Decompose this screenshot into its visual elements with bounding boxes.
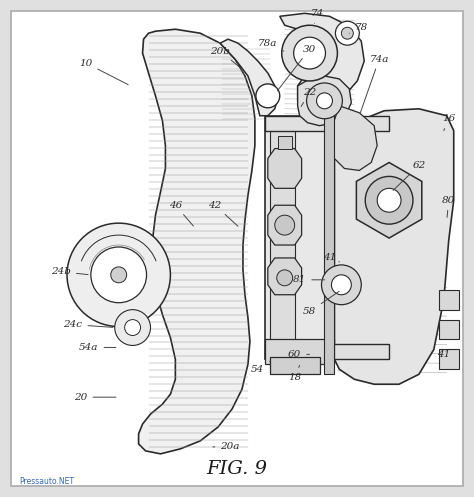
- Text: 81: 81: [293, 275, 325, 284]
- Text: 80: 80: [442, 196, 456, 217]
- Text: 54: 54: [251, 361, 270, 374]
- Text: 24c: 24c: [64, 320, 113, 329]
- Polygon shape: [335, 109, 454, 384]
- Text: 41: 41: [323, 253, 339, 262]
- Polygon shape: [325, 111, 335, 374]
- Text: 24b: 24b: [51, 267, 88, 276]
- Text: 18: 18: [288, 365, 301, 382]
- Polygon shape: [280, 13, 364, 111]
- Text: 30: 30: [277, 45, 316, 90]
- Text: Pressauto.NET: Pressauto.NET: [19, 477, 74, 486]
- Text: 20b: 20b: [210, 47, 240, 67]
- Text: 10: 10: [79, 59, 128, 84]
- Text: 78a: 78a: [258, 39, 284, 51]
- Polygon shape: [270, 121, 295, 354]
- Circle shape: [91, 247, 146, 303]
- FancyBboxPatch shape: [11, 11, 463, 486]
- Circle shape: [331, 275, 351, 295]
- Circle shape: [365, 176, 413, 224]
- Polygon shape: [220, 39, 278, 116]
- Circle shape: [256, 84, 280, 108]
- Circle shape: [67, 223, 170, 327]
- Text: 74a: 74a: [360, 55, 389, 113]
- Text: 46: 46: [169, 201, 193, 226]
- Text: 42: 42: [209, 201, 238, 226]
- Text: 62: 62: [393, 161, 426, 190]
- Text: 54a: 54a: [79, 343, 116, 352]
- Polygon shape: [329, 106, 377, 170]
- Polygon shape: [270, 357, 319, 374]
- Polygon shape: [265, 116, 339, 359]
- Polygon shape: [439, 349, 459, 369]
- Circle shape: [277, 270, 292, 286]
- Text: 78: 78: [349, 23, 368, 33]
- Polygon shape: [278, 136, 292, 149]
- Circle shape: [115, 310, 151, 345]
- Polygon shape: [268, 149, 301, 188]
- Text: 20: 20: [74, 393, 116, 402]
- Text: 41: 41: [437, 350, 450, 359]
- Circle shape: [111, 267, 127, 283]
- Polygon shape: [265, 116, 389, 131]
- Polygon shape: [298, 76, 351, 126]
- Text: 20a: 20a: [213, 442, 240, 451]
- Text: 74: 74: [311, 9, 324, 23]
- Text: 16: 16: [442, 114, 456, 131]
- Polygon shape: [439, 320, 459, 339]
- Circle shape: [282, 25, 337, 81]
- Circle shape: [336, 21, 359, 45]
- Circle shape: [317, 93, 332, 109]
- Polygon shape: [265, 339, 335, 364]
- Text: 22: 22: [301, 88, 316, 106]
- Polygon shape: [356, 163, 422, 238]
- Polygon shape: [265, 344, 389, 359]
- Text: 60: 60: [288, 350, 310, 359]
- Circle shape: [341, 27, 353, 39]
- Circle shape: [275, 215, 295, 235]
- Circle shape: [321, 265, 361, 305]
- Polygon shape: [268, 258, 301, 295]
- Text: 58: 58: [303, 291, 339, 316]
- Polygon shape: [268, 205, 301, 245]
- Circle shape: [125, 320, 141, 335]
- Circle shape: [307, 83, 342, 119]
- Text: FIG. 9: FIG. 9: [207, 460, 267, 478]
- Circle shape: [377, 188, 401, 212]
- Polygon shape: [439, 290, 459, 310]
- Polygon shape: [138, 29, 255, 454]
- Circle shape: [294, 37, 326, 69]
